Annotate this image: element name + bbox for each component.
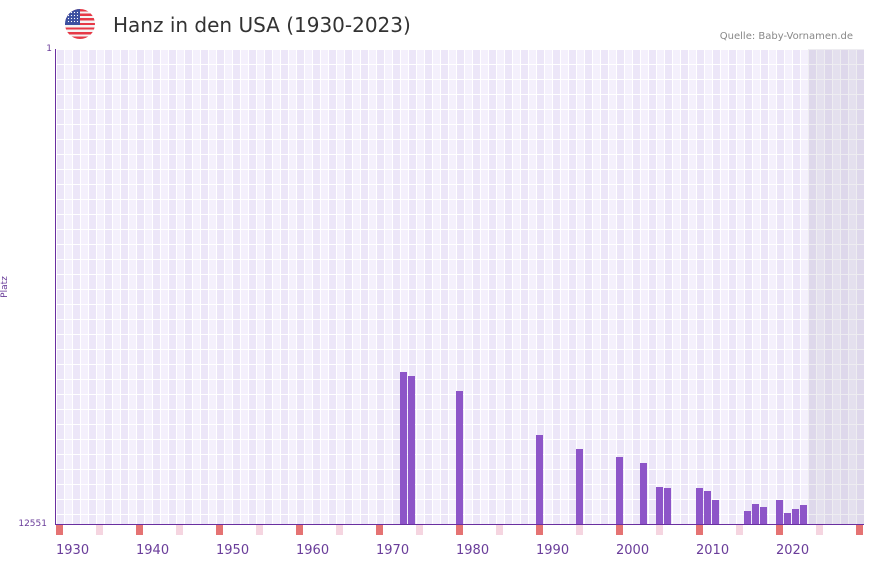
half-decade-marker (816, 525, 823, 535)
x-tick-label: 2000 (616, 543, 650, 558)
future-shade (808, 49, 864, 524)
x-tick-label: 2010 (696, 543, 730, 558)
half-decade-marker (176, 525, 183, 535)
year-marker-strip (56, 525, 864, 535)
decade-marker (216, 525, 223, 535)
decade-marker (696, 525, 703, 535)
half-decade-marker (656, 525, 663, 535)
half-decade-marker (576, 525, 583, 535)
x-tick-label: 1950 (216, 543, 250, 558)
x-tick-label: 2020 (776, 543, 810, 558)
half-decade-marker (256, 525, 263, 535)
half-decade-marker (736, 525, 743, 535)
decade-marker (376, 525, 383, 535)
bar-2021[interactable] (784, 513, 791, 524)
y-tick-bottom: 12551 (18, 519, 47, 529)
half-decade-marker (416, 525, 423, 535)
decade-marker (296, 525, 303, 535)
bar-2016[interactable] (744, 511, 751, 524)
half-decade-marker (496, 525, 503, 535)
y-tick-top: 1 (46, 44, 52, 54)
decade-marker (536, 525, 543, 535)
x-tick-label: 1970 (376, 543, 410, 558)
bar-2020[interactable] (776, 500, 783, 524)
plot-area (56, 49, 864, 524)
bar-2023[interactable] (800, 505, 807, 524)
bar-1973[interactable] (400, 372, 407, 524)
bar-1974[interactable] (408, 375, 415, 524)
half-decade-marker (96, 525, 103, 535)
bar-2010[interactable] (696, 488, 703, 524)
x-tick-label: 1980 (456, 543, 490, 558)
bar-2000[interactable] (616, 456, 623, 524)
x-tick-label: 1990 (536, 543, 570, 558)
decade-marker (456, 525, 463, 535)
y-axis-label: Platz (0, 276, 10, 298)
x-axis-line (55, 524, 864, 525)
decade-marker (856, 525, 863, 535)
source-label: Quelle: Baby-Vornamen.de (719, 31, 853, 42)
decade-marker (56, 525, 63, 535)
y-axis-line (55, 49, 56, 525)
us-flag-icon (65, 9, 95, 39)
bar-2005[interactable] (656, 486, 663, 524)
bar-2017[interactable] (752, 503, 759, 524)
grid (56, 49, 864, 524)
decade-marker (136, 525, 143, 535)
bar-1990[interactable] (536, 435, 543, 524)
x-tick-label: 1930 (56, 543, 90, 558)
bar-2006[interactable] (664, 488, 671, 524)
half-decade-marker (336, 525, 343, 535)
bar-1980[interactable] (456, 391, 463, 524)
bar-1995[interactable] (576, 449, 583, 524)
bar-2018[interactable] (760, 506, 767, 524)
bar-2003[interactable] (640, 463, 647, 524)
bar-2022[interactable] (792, 508, 799, 524)
bar-2011[interactable] (704, 491, 711, 524)
decade-marker (776, 525, 783, 535)
bar-2012[interactable] (712, 500, 719, 524)
chart-title: Hanz in den USA (1930-2023) (113, 13, 411, 37)
x-tick-label: 1940 (136, 543, 170, 558)
x-tick-label: 1960 (296, 543, 330, 558)
decade-marker (616, 525, 623, 535)
